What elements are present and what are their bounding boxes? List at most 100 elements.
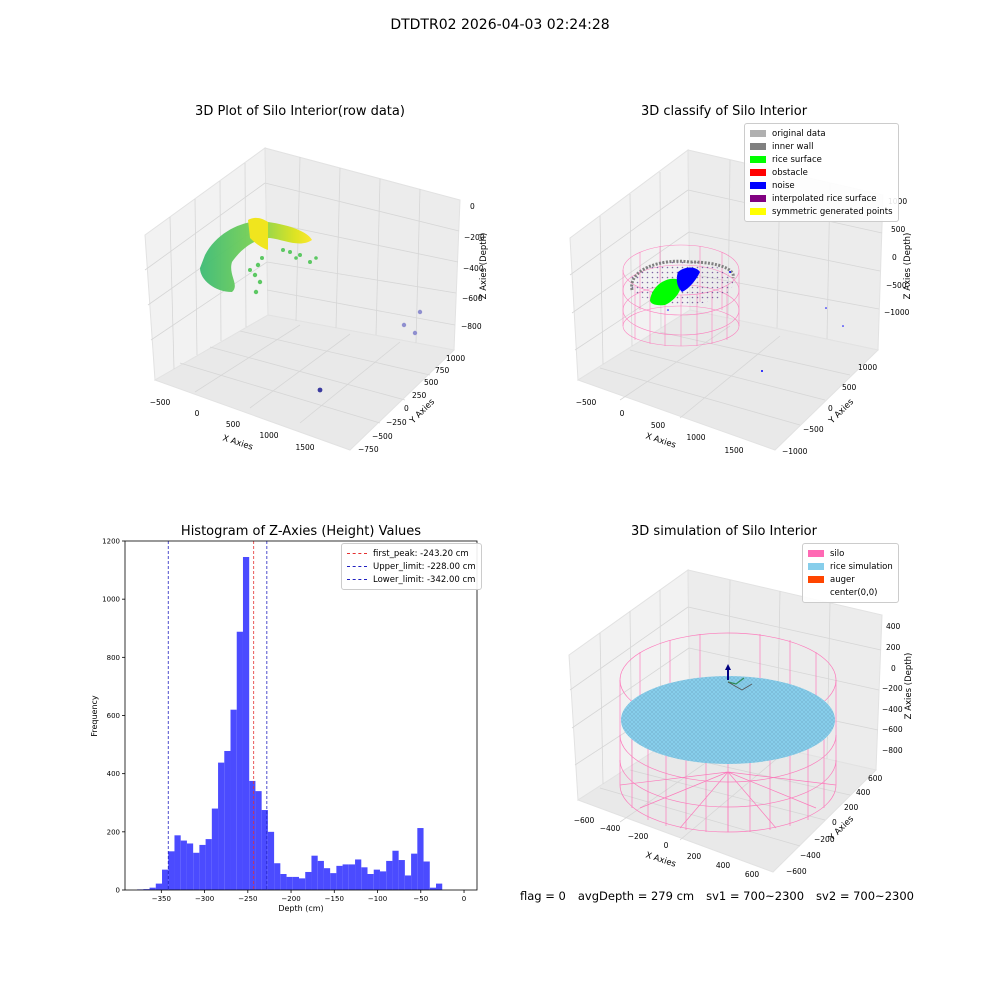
raw-ytick: 500 <box>424 378 439 387</box>
legend-entry: first_peak: -243.20 cm <box>347 547 476 560</box>
histogram-bar <box>261 810 268 890</box>
legend-entry: rice simulation <box>808 560 893 573</box>
legend-swatch <box>750 156 766 163</box>
status-flag: flag = 0 <box>520 889 566 903</box>
simulation-ytick: 400 <box>856 788 871 797</box>
legend-label: Upper_limit: -228.00 cm <box>373 561 476 572</box>
legend-label: interpolated rice surface <box>772 193 877 204</box>
raw-zlabel: Z Axies (Depth) <box>479 233 489 300</box>
simulation-xtick: 0 <box>664 841 669 850</box>
histogram-x-ticks: −350 −300 −250 −200 −150 −100 −50 0 <box>152 890 466 903</box>
histogram-bar <box>305 871 312 890</box>
legend-label: silo <box>830 548 845 559</box>
legend-label: center(0,0) <box>830 587 878 598</box>
histogram-y-tick-label: 600 <box>107 712 120 720</box>
histogram-bar <box>355 859 362 890</box>
histogram-bar <box>361 867 368 890</box>
raw-ytick: 750 <box>435 366 450 375</box>
raw-ytick: 0 <box>404 404 409 413</box>
classify-legend: original data inner wall rice surface obsta… <box>744 123 899 222</box>
raw-xtick: 1000 <box>259 431 278 440</box>
classify-xtick: 1000 <box>686 433 705 442</box>
histogram-y-tick-label: 800 <box>107 654 120 662</box>
simulation-ztick: −400 <box>882 705 903 714</box>
histogram-bar <box>174 835 181 890</box>
classify-ytick: 500 <box>842 383 857 392</box>
figure-suptitle: DTDTR02 2026-04-03 02:24:28 <box>390 17 610 33</box>
legend-entry: symmetric generated points <box>750 205 893 218</box>
histogram-bar <box>224 750 231 890</box>
raw-ztick: 0 <box>470 202 475 211</box>
legend-swatch <box>347 579 367 580</box>
legend-label: original data <box>772 128 826 139</box>
histogram-bar <box>205 839 212 890</box>
histogram-x-tick-label: −350 <box>152 895 171 903</box>
raw-ytick: 1000 <box>446 354 465 363</box>
legend-entry: rice surface <box>750 153 893 166</box>
histogram-bar <box>255 791 262 890</box>
histogram-x-tick-label: 0 <box>462 895 466 903</box>
histogram-bar <box>299 878 306 890</box>
histogram-bar <box>348 864 356 890</box>
legend-entry: center(0,0) <box>808 586 893 599</box>
simulation-xtick: −200 <box>628 832 649 841</box>
histogram-bar <box>429 887 437 890</box>
raw-xtick: 500 <box>226 420 241 429</box>
histogram-x-tick-label: −300 <box>195 895 214 903</box>
legend-entry: noise <box>750 179 893 192</box>
histogram-bar <box>411 853 418 890</box>
simulation-ytick: 600 <box>868 774 883 783</box>
histogram-bar <box>386 860 393 890</box>
classify-pane-floor <box>576 309 880 451</box>
histogram-bar <box>249 780 256 890</box>
classify-xlabel: X Axies <box>644 431 677 450</box>
histogram-ylabel: Frequency <box>90 695 99 737</box>
legend-label: Lower_limit: -342.00 cm <box>373 574 476 585</box>
classify-xtick: 500 <box>651 421 666 430</box>
histogram-y-tick-label: 400 <box>107 770 120 778</box>
raw-ytick: −250 <box>386 418 407 427</box>
histogram-x-tick-label: −250 <box>238 895 257 903</box>
simulation-xtick: 200 <box>687 852 702 861</box>
classify-ytick: 1000 <box>858 363 877 372</box>
classify-zlabel: Z Axies (Depth) <box>903 233 913 300</box>
legend-entry: interpolated rice surface <box>750 192 893 205</box>
histogram-bars <box>137 556 443 890</box>
simulation-auger <box>725 664 753 691</box>
legend-swatch <box>750 169 766 176</box>
legend-swatch <box>750 182 766 189</box>
raw-ztick: −400 <box>463 264 484 273</box>
raw-xtick: −500 <box>150 398 171 407</box>
raw-ytick: −750 <box>358 445 379 454</box>
histogram-x-tick-label: −100 <box>368 895 387 903</box>
histogram-bar <box>193 852 200 890</box>
simulation-ylabel: Y Axies <box>826 814 856 844</box>
classify-plot-title: 3D classify of Silo Interior <box>640 104 808 119</box>
raw-ylabel: Y Axies <box>407 397 437 427</box>
raw-pane-floor <box>153 314 456 451</box>
legend-swatch <box>750 208 766 215</box>
classify-3d-axes: −500 0 500 1000 1500 −1000 −500 0 500 10… <box>569 149 913 456</box>
status-line: flag = 0 avgDepth = 279 cm sv1 = 700~2300 s… <box>520 889 926 903</box>
histogram-bar <box>180 840 187 890</box>
legend-label: noise <box>772 180 795 191</box>
simulation-ytick: −600 <box>786 867 807 876</box>
histogram-y-tick-label: 0 <box>116 887 120 895</box>
raw-ztick: −600 <box>462 294 483 303</box>
histogram-bar <box>218 762 225 890</box>
histogram-bar <box>436 883 443 890</box>
simulation-ztick: −200 <box>882 684 903 693</box>
legend-swatch <box>750 143 766 150</box>
simulation-ytick: 200 <box>844 803 859 812</box>
histogram-bar <box>367 874 374 890</box>
histogram-bar <box>211 808 219 890</box>
classify-ytick: −500 <box>803 425 824 434</box>
raw-point-cloud <box>200 217 423 393</box>
histogram-reference-lines <box>167 541 268 890</box>
simulation-plot-title: 3D simulation of Silo Interior <box>631 524 817 539</box>
histogram-y-tick-label: 1200 <box>102 538 120 546</box>
classify-ytick: −1000 <box>782 447 808 456</box>
legend-swatch <box>750 195 766 202</box>
simulation-rice-surface <box>621 676 835 764</box>
